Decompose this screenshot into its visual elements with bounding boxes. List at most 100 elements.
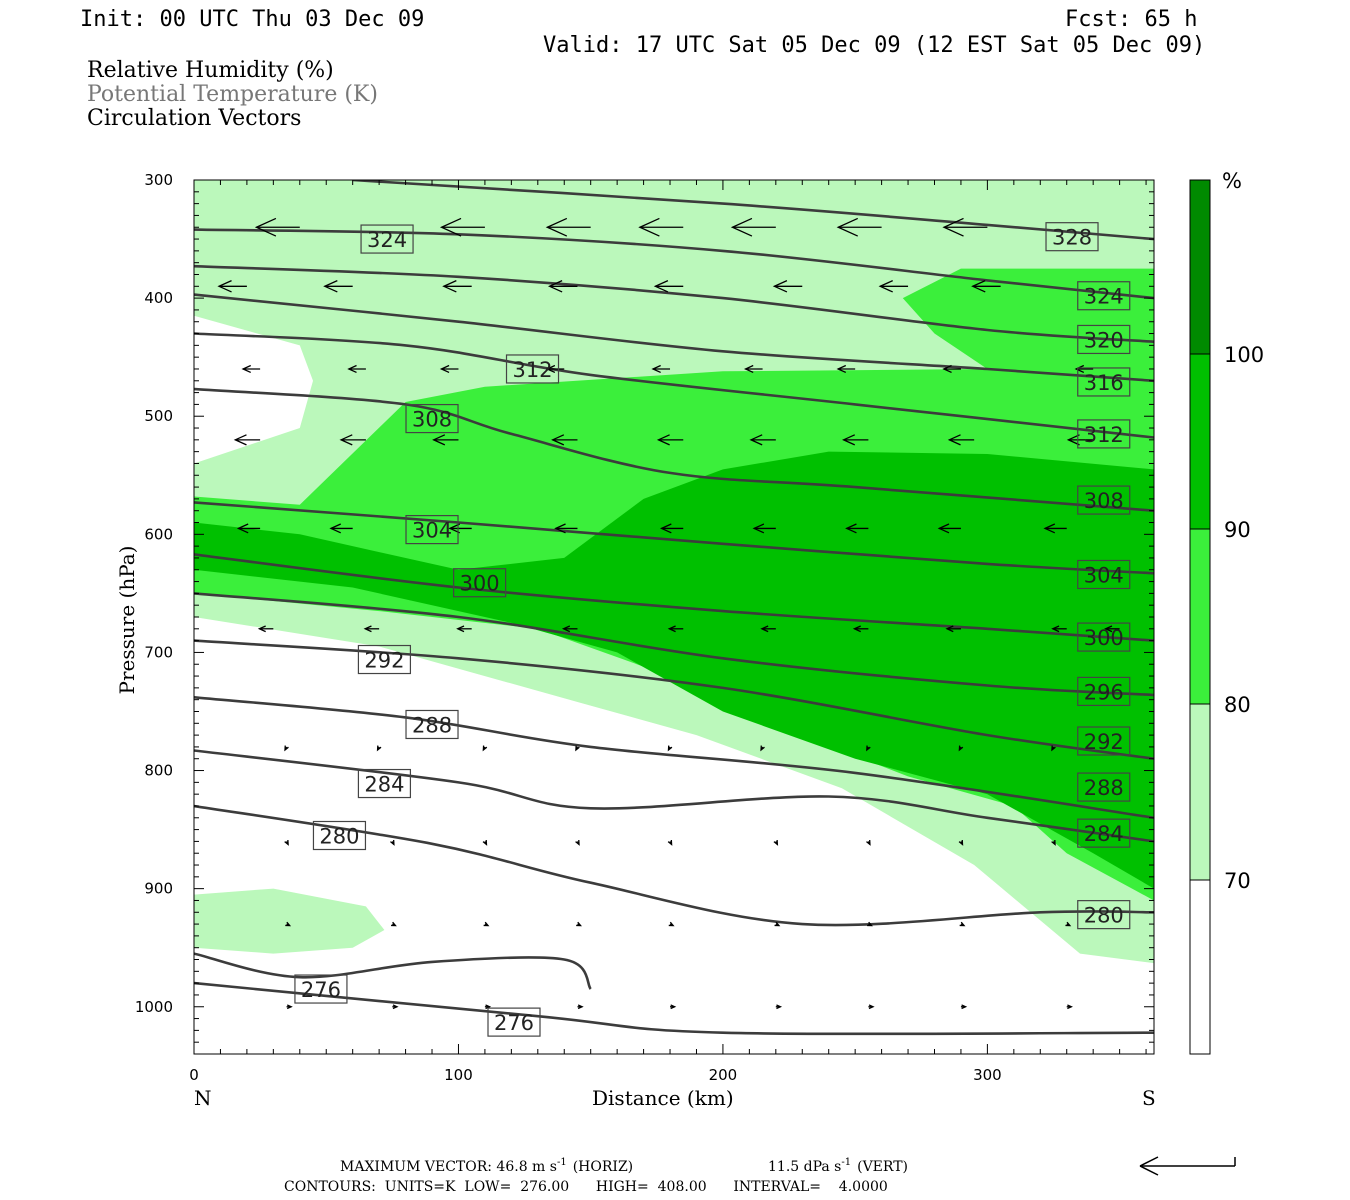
contour-label-9: 304 — [405, 514, 459, 545]
vector-arrow-5-7 — [945, 625, 961, 633]
vector-arrow-4-3 — [554, 523, 578, 534]
theta-contour-280-12 — [194, 804, 1154, 927]
contour-label-text: 304 — [412, 519, 452, 543]
vector-arrow-8-7 — [959, 921, 966, 927]
contour-label-7: 308 — [405, 403, 459, 434]
vector-arrow-9-6 — [868, 1004, 875, 1010]
contour-label-10: 304 — [1077, 559, 1131, 590]
vector-arrow-8-6 — [867, 921, 873, 927]
theta-contour-276-14 — [194, 952, 592, 990]
theta-contour-324-1 — [194, 228, 1154, 300]
contour-label-23: 276 — [487, 1007, 541, 1037]
vector-arrow-3-2 — [432, 434, 459, 446]
contour-label-20: 280 — [312, 820, 367, 851]
vector-arrow-8-8 — [1065, 921, 1072, 927]
vector-arrow-6-0 — [284, 745, 289, 752]
plot-area: 324 328 324 320 316 312 312 308 308 304 304 300 300 2… — [194, 180, 1154, 1054]
y-tick-label-400: 400 — [144, 289, 173, 307]
colorbar-label-80: 80 — [1224, 693, 1251, 717]
vector-arrow-8-1 — [391, 921, 397, 927]
vector-arrow-0-3 — [545, 217, 591, 237]
rh-shading — [194, 180, 1154, 964]
vector-arrow-4-0 — [236, 523, 261, 534]
contour-label-text: 288 — [412, 713, 452, 737]
y-tick-label-700: 700 — [144, 643, 173, 661]
x-end-south: S — [1142, 1086, 1156, 1110]
vector-arrow-6-4 — [667, 745, 673, 752]
theta-contour-284-11 — [194, 749, 1154, 843]
vector-arrow-2-1 — [347, 364, 366, 374]
vector-arrow-9-1 — [392, 1004, 399, 1010]
vector-arrow-2-3 — [545, 364, 565, 374]
vector-arrow-8-3 — [576, 921, 582, 927]
vector-arrow-2-6 — [836, 364, 856, 374]
colorbar-label-70: 70 — [1224, 869, 1251, 893]
x-tick-label-0: 0 — [189, 1066, 199, 1084]
vector-arrow-3-5 — [749, 434, 776, 446]
contour-labels: 324 328 324 320 316 312 312 308 308 304 304 300 300 2… — [294, 222, 1131, 1037]
vector-arrow-5-2 — [456, 625, 472, 633]
vector-arrow-9-2 — [484, 1004, 492, 1010]
vector-arrow-5-0 — [257, 625, 274, 633]
x-tick-label-300: 300 — [973, 1066, 1002, 1084]
y-tick-label-600: 600 — [144, 525, 173, 543]
vector-arrow-0-7 — [942, 217, 988, 237]
colorbar-seg-1 — [1190, 354, 1210, 529]
vector-arrow-1-1 — [323, 280, 353, 293]
colorbar-seg-0 — [1190, 180, 1210, 354]
max-vector-vert: 11.5 dPa s-1 (VERT) — [768, 1157, 908, 1175]
theta-contour-312-4 — [194, 332, 1154, 439]
contour-label-text: 312 — [512, 358, 552, 382]
contour-label-3: 320 — [1077, 324, 1131, 355]
init-time: Init: 00 UTC Thu 03 Dec 09 — [80, 7, 424, 32]
contour-label-18: 284 — [357, 768, 412, 799]
contour-label-text: 308 — [1084, 489, 1124, 513]
vector-arrow-8-2 — [483, 921, 490, 927]
y-tick-label-1000: 1000 — [135, 998, 173, 1016]
vector-arrow-2-0 — [241, 364, 261, 374]
contour-label-text: 292 — [364, 649, 404, 673]
colorbar-seg-2 — [1190, 529, 1210, 704]
theta-contour-308-5 — [194, 387, 1154, 512]
y-tick-label-800: 800 — [144, 762, 173, 780]
theta-contours — [194, 180, 1154, 1036]
vector-arrow-2-5 — [743, 364, 763, 374]
vector-arrow-4-4 — [659, 523, 684, 534]
vector-arrow-6-8 — [1051, 745, 1056, 752]
vector-arrow-4-5 — [752, 523, 776, 534]
contour-label-text: 292 — [1084, 730, 1124, 754]
field-rh-title: Relative Humidity (%) — [87, 58, 334, 83]
contour-label-text: 308 — [412, 408, 452, 432]
vector-arrow-9-5 — [775, 1004, 783, 1010]
colorbar-label-90: 90 — [1224, 518, 1251, 542]
vector-arrow-9-4 — [670, 1004, 677, 1010]
colorbar-frame — [1189, 179, 1211, 1055]
vector-arrow-7-7 — [958, 839, 964, 846]
theta-contour-316-3 — [194, 293, 1154, 383]
y-tick-label-300: 300 — [144, 171, 173, 189]
vector-arrow-2-4 — [651, 364, 671, 374]
theta-contour-288-10 — [194, 696, 1154, 820]
contour-label-text: 288 — [1084, 776, 1124, 800]
vector-arrow-4-2 — [448, 523, 472, 534]
theta-contour-320-2 — [194, 264, 1154, 344]
contour-label-1: 328 — [1045, 222, 1099, 252]
vector-arrow-1-4 — [653, 280, 684, 293]
contour-label-16: 288 — [405, 709, 459, 740]
vector-arrow-5-1 — [363, 625, 380, 633]
contour-label-text: 324 — [1084, 285, 1124, 309]
vector-arrow-2-7 — [942, 364, 961, 374]
x-axis-label: Distance (km) — [592, 1086, 734, 1110]
colorbar-label-100: 100 — [1224, 343, 1264, 367]
contour-label-5: 312 — [505, 354, 560, 384]
colorbar-seg-4 — [1190, 880, 1210, 1054]
contour-label-text: 316 — [1084, 371, 1124, 395]
vector-arrow-7-3 — [575, 839, 580, 846]
contour-label-text: 280 — [1084, 904, 1124, 928]
vector-arrow-5-5 — [760, 625, 776, 633]
vector-arrow-7-0 — [284, 839, 289, 846]
vector-arrow-6-6 — [866, 745, 871, 752]
contour-label-text: 300 — [1084, 626, 1124, 650]
colorbar-unit: % — [1222, 169, 1242, 193]
